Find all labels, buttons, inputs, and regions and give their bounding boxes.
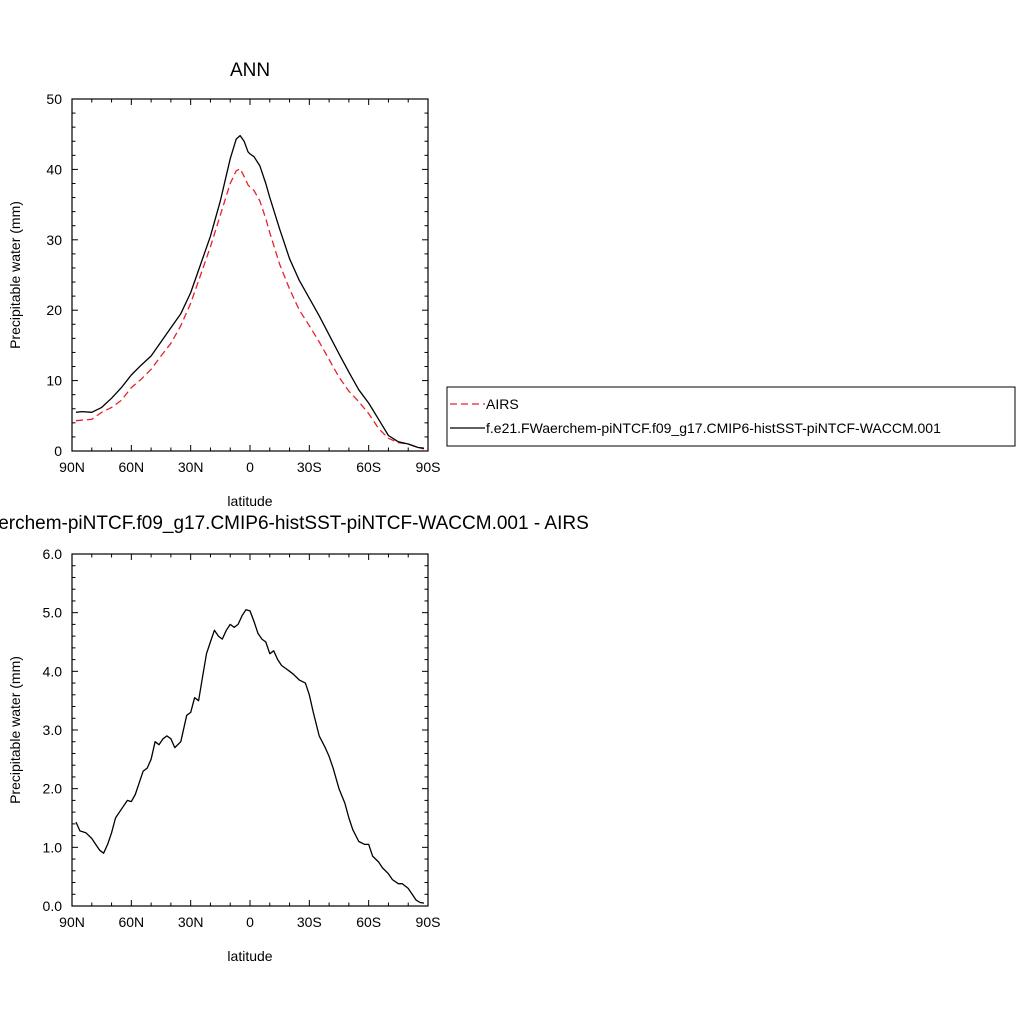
legend: AIRS f.e21.FWaerchem-piNTCF.f09_g17.CMIP6… (446, 386, 1016, 447)
x-tick-label: 60N (118, 914, 144, 930)
chart-title: f.e21.FWaerchem-piNTCF.f09_g17.CMIP6-his… (0, 513, 589, 534)
chart-title: ANN (230, 60, 270, 81)
x-tick-label: 60N (118, 459, 144, 475)
y-tick-label: 6.0 (43, 546, 63, 562)
x-tick-label: 30N (178, 914, 204, 930)
x-tick-label: 90S (416, 914, 441, 930)
legend-label-2: f.e21.FWaerchem-piNTCF.f09_g17.CMIP6-his… (486, 420, 941, 436)
y-tick-label: 0 (54, 443, 62, 459)
x-tick-label: 30N (178, 459, 204, 475)
y-tick-label: 5.0 (43, 605, 63, 621)
y-tick-label: 20 (46, 302, 62, 318)
x-axis-label: latitude (227, 493, 272, 509)
plot-frame (71, 553, 429, 907)
x-tick-label: 30S (297, 459, 322, 475)
x-tick-label: 0 (246, 459, 254, 475)
x-tick-label: 30S (297, 914, 322, 930)
y-tick-label: 4.0 (43, 663, 63, 679)
y-tick-label: 2.0 (43, 781, 63, 797)
y-tick-label: 0.0 (43, 898, 63, 914)
series-line-1 (75, 168, 425, 450)
y-tick-label: 50 (46, 91, 62, 107)
legend-label-1: AIRS (486, 396, 519, 412)
series-line-1 (75, 609, 425, 904)
series-line-2 (75, 134, 425, 449)
y-tick-label: 10 (46, 373, 62, 389)
y-tick-label: 30 (46, 232, 62, 248)
x-axis-label: latitude (227, 948, 272, 964)
chart-panel-1: ANN 90N 60N 30N 0 30S 60S 90S 0 10 20 30 40 50 latitud… (7, 60, 1016, 509)
x-tick-label: 90N (59, 914, 85, 930)
y-tick-label: 3.0 (43, 722, 63, 738)
legend-box (446, 386, 1016, 447)
x-tick-label: 90N (59, 459, 85, 475)
x-tick-label: 0 (246, 914, 254, 930)
y-axis-label: Precipitable water (mm) (7, 656, 23, 804)
chart-panel-2: f.e21.FWaerchem-piNTCF.f09_g17.CMIP6-his… (0, 513, 589, 964)
x-tick-label: 90S (416, 459, 441, 475)
y-tick-label: 40 (46, 161, 62, 177)
plot-frame (71, 98, 429, 452)
y-axis-label: Precipitable water (mm) (7, 201, 23, 349)
x-tick-label: 60S (356, 459, 381, 475)
y-tick-label: 1.0 (43, 839, 63, 855)
x-tick-label: 60S (356, 914, 381, 930)
